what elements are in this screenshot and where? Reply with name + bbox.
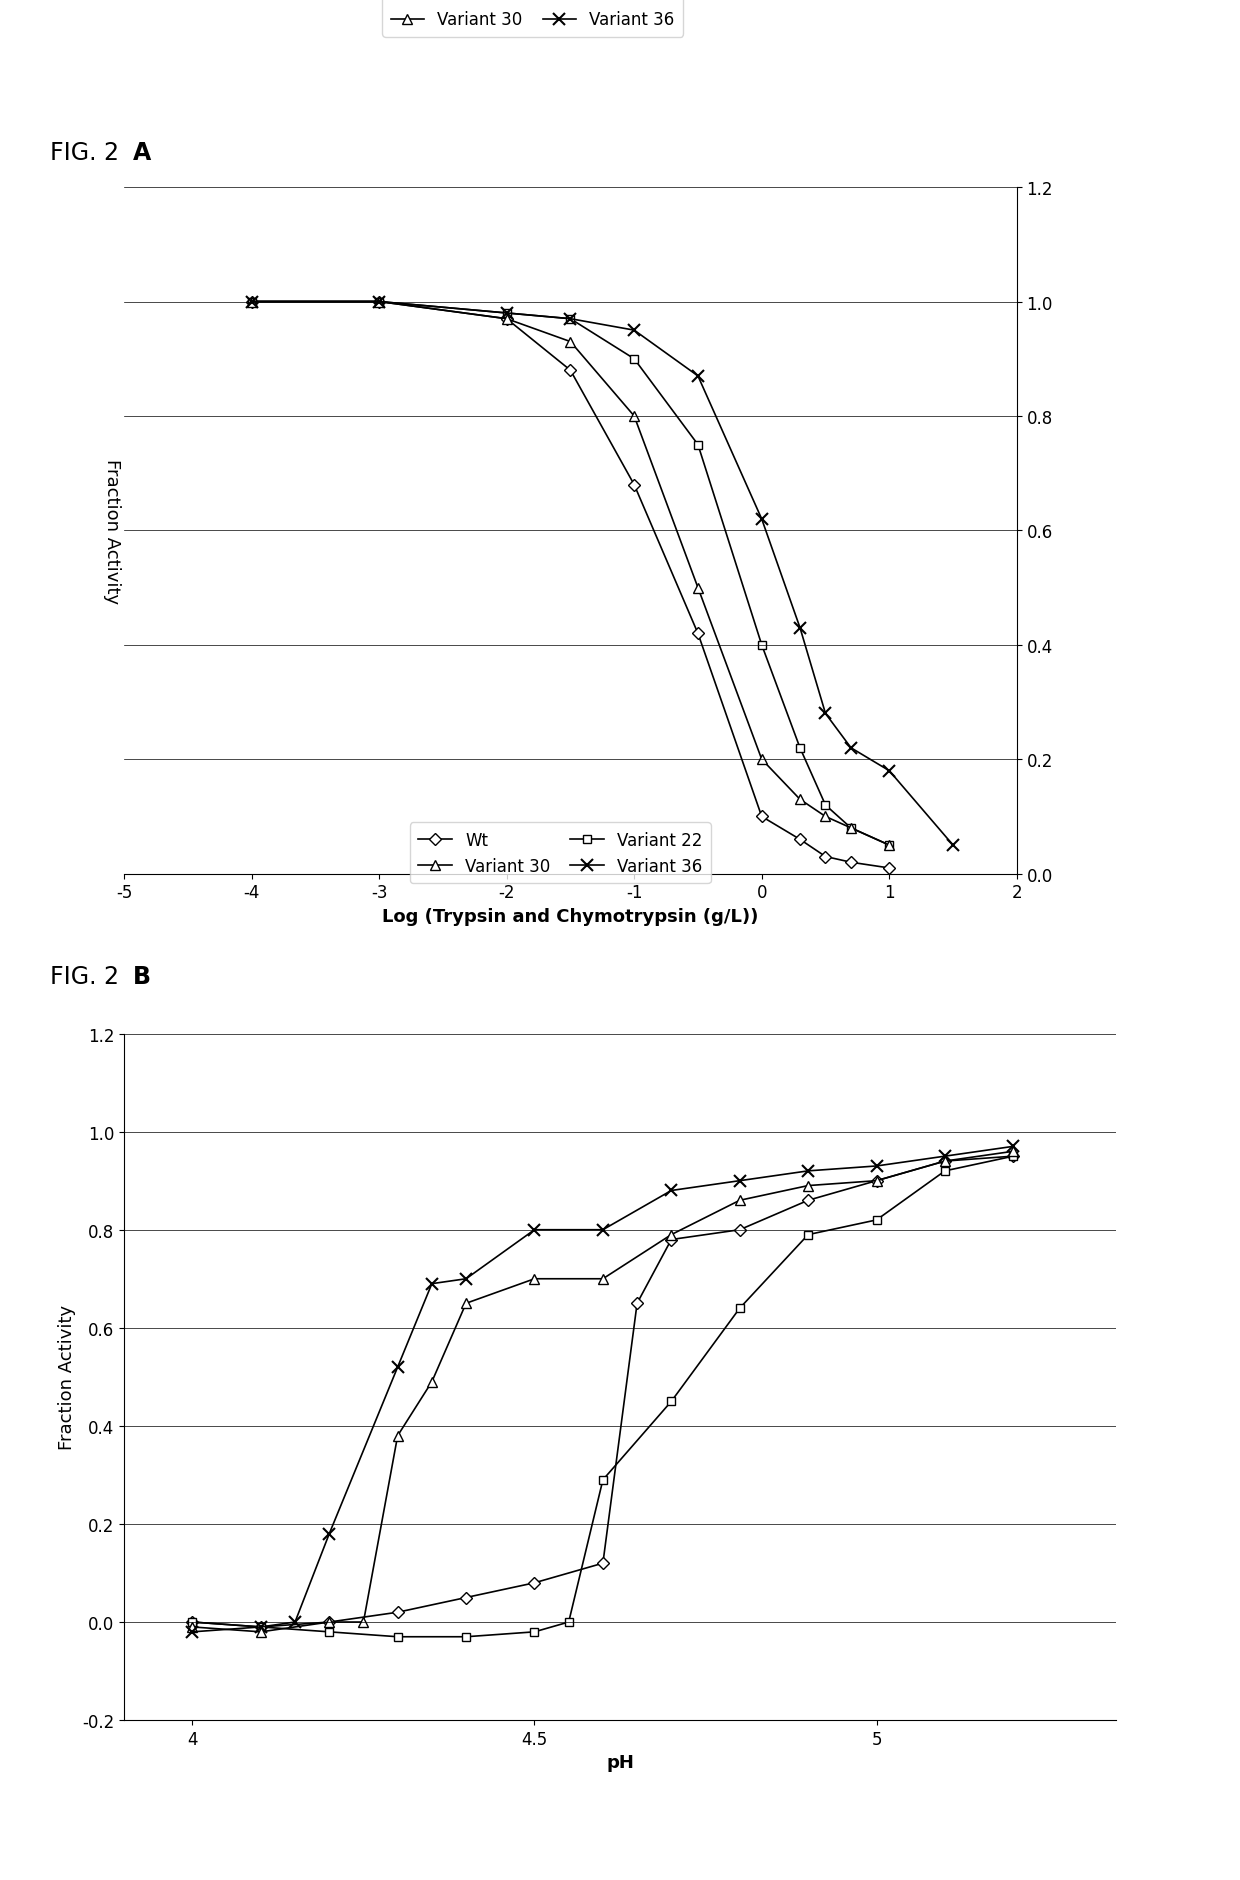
Legend: Wt, Variant 30, Variant 22, Variant 36: Wt, Variant 30, Variant 22, Variant 36 <box>410 823 711 884</box>
X-axis label: Log (Trypsin and Chymotrypsin (g/L)): Log (Trypsin and Chymotrypsin (g/L)) <box>382 908 759 925</box>
Text: FIG. 2: FIG. 2 <box>50 141 119 165</box>
Y-axis label: Fraction Activity: Fraction Activity <box>103 459 122 603</box>
Legend: Wt, Variant 30, Variant 22, Variant 36: Wt, Variant 30, Variant 22, Variant 36 <box>382 0 683 38</box>
Text: A: A <box>133 141 151 165</box>
Text: FIG. 2: FIG. 2 <box>50 964 119 989</box>
Text: B: B <box>133 964 151 989</box>
X-axis label: pH: pH <box>606 1754 634 1771</box>
Y-axis label: Fraction Activity: Fraction Activity <box>58 1305 77 1449</box>
